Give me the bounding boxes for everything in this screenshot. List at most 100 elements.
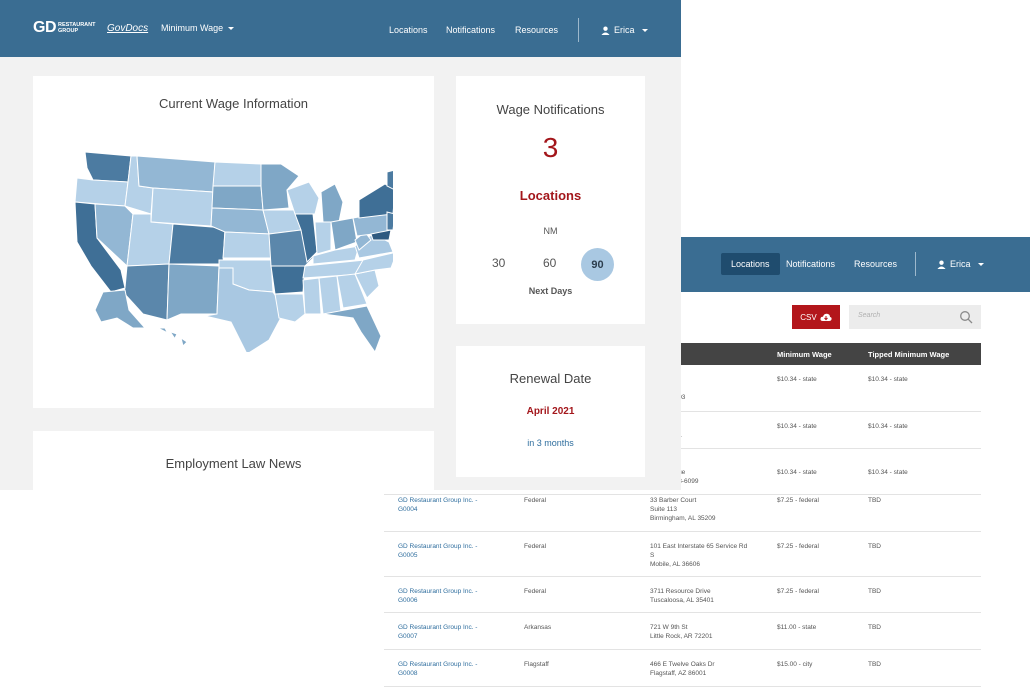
state-mi xyxy=(320,183,344,223)
cell-tipped: $10.34 - state xyxy=(868,376,908,383)
next-days-label: Next Days xyxy=(528,286,573,296)
location-name-link[interactable]: GD Restaurant Group Inc. - xyxy=(398,497,478,504)
cell-min-wage: $10.34 - state xyxy=(777,376,817,383)
logo-line-2: GROUP xyxy=(58,28,79,34)
nav-resources-link[interactable]: Resources xyxy=(515,25,559,35)
logo-wordmark: RESTAURANT GROUP xyxy=(58,22,95,34)
nav-resources-link[interactable]: Resources xyxy=(854,259,898,269)
user-icon xyxy=(937,260,946,269)
state-fl xyxy=(322,305,382,352)
search-placeholder: Search xyxy=(858,312,881,319)
location-name-link[interactable]: G0008 xyxy=(398,670,418,677)
header-minimum-wage: Minimum Wage xyxy=(777,350,832,359)
cell-jurisdiction: Federal xyxy=(524,588,547,595)
state-ny xyxy=(358,183,393,219)
location-name-link[interactable]: GD Restaurant Group Inc. - xyxy=(398,624,478,631)
cell-tipped: TBD xyxy=(868,543,881,550)
cell-addr1: 466 E Twelve Oaks Dr xyxy=(650,661,715,668)
cell-addr3: Birmingham, AL 35209 xyxy=(650,515,716,522)
cell-addr2: S xyxy=(650,552,655,559)
govdocs-link[interactable]: GovDocs xyxy=(107,23,149,34)
state-mn xyxy=(260,163,300,211)
state-tx xyxy=(204,267,286,352)
state-vt xyxy=(386,169,393,190)
cell-tipped: TBD xyxy=(868,661,881,668)
employment-law-news-title: Employment Law News xyxy=(165,456,302,471)
cell-addr1: 101 East Interstate 65 Service Rd xyxy=(650,543,748,550)
location-name-link[interactable]: G0004 xyxy=(398,506,418,513)
chevron-down-icon xyxy=(228,26,235,30)
state-nj xyxy=(386,211,393,231)
state-md xyxy=(370,229,392,241)
cell-jurisdiction: Flagstaff xyxy=(524,661,549,668)
wage-notifications-card: Wage Notifications 3 Locations NM 30 60 … xyxy=(456,76,645,324)
cell-min-wage: $10.34 - state xyxy=(777,423,817,430)
company-logo[interactable]: GD RESTAURANT GROUP xyxy=(33,19,95,37)
notification-count[interactable]: 3 xyxy=(542,132,559,163)
wage-info-card: Current Wage Information xyxy=(33,76,434,408)
us-wage-map[interactable] xyxy=(73,142,393,352)
cell-tipped: TBD xyxy=(868,624,881,631)
user-icon xyxy=(601,26,610,35)
nav-notifications-link[interactable]: Notifications xyxy=(446,25,496,35)
location-name-link[interactable]: G0005 xyxy=(398,552,418,559)
state-hi xyxy=(159,327,188,347)
days-option-30[interactable]: 30 xyxy=(492,256,506,270)
cell-addr2: Flagstaff, AZ 86001 xyxy=(650,670,707,677)
csv-label: CSV xyxy=(800,312,817,322)
user-menu[interactable]: Erica xyxy=(937,259,984,269)
table-row: GD Restaurant Group Inc. - G0005 Federal 10… xyxy=(384,532,981,577)
location-name-link[interactable]: GD Restaurant Group Inc. - xyxy=(398,543,478,550)
state-il xyxy=(294,213,318,264)
cell-jurisdiction: Federal xyxy=(524,497,547,504)
minimum-wage-dropdown[interactable]: Minimum Wage xyxy=(161,23,235,33)
state-or xyxy=(74,177,129,207)
nav-divider xyxy=(915,252,916,276)
renewal-date-card: Renewal Date April 2021 in 3 months xyxy=(456,346,645,477)
cell-jurisdiction: Arkansas xyxy=(524,624,552,631)
location-name-link[interactable]: G0006 xyxy=(398,597,418,604)
table-row: GD Restaurant Group Inc. - G0008 Flagstaff… xyxy=(384,650,981,687)
cell-tipped: TBD xyxy=(868,588,881,595)
location-name-link[interactable]: GD Restaurant Group Inc. - xyxy=(398,661,478,668)
nav-notifications-link[interactable]: Notifications xyxy=(786,259,836,269)
dashboard-window: GD RESTAURANT GROUP GovDocs Minimum Wage … xyxy=(0,0,681,490)
state-mt xyxy=(136,155,216,193)
user-menu[interactable]: Erica xyxy=(601,25,648,35)
state-in xyxy=(314,221,332,255)
state-ak xyxy=(94,289,147,329)
cell-addr1: 721 W 9th St xyxy=(650,624,688,631)
cell-min-wage: $7.25 - federal xyxy=(777,543,819,550)
state-ne xyxy=(210,207,270,235)
cell-addr2: Suite 113 xyxy=(650,506,677,513)
cell-addr3: Mobile, AL 36606 xyxy=(650,561,700,568)
table-row: GD Restaurant Group Inc. - G0004 Federal 33… xyxy=(384,486,981,532)
cloud-download-icon xyxy=(820,313,832,321)
chevron-down-icon xyxy=(977,262,984,266)
search-input[interactable]: Search xyxy=(849,305,981,329)
nav-locations-link[interactable]: Locations xyxy=(389,25,428,35)
state-co xyxy=(168,223,226,265)
state-nc xyxy=(354,252,393,275)
cell-addr1: 3711 Resource Drive xyxy=(650,588,711,595)
state-ms xyxy=(302,277,322,315)
cell-min-wage: $7.25 - federal xyxy=(777,588,819,595)
location-name-link[interactable]: G0007 xyxy=(398,633,418,640)
state-mo xyxy=(268,229,314,267)
state-wa xyxy=(84,151,132,183)
location-name-link[interactable]: GD Restaurant Group Inc. - xyxy=(398,588,478,595)
state-ks xyxy=(222,231,272,259)
renewal-relative: in 3 months xyxy=(527,438,574,448)
cell-min-wage: $7.25 - federal xyxy=(777,497,819,504)
search-icon xyxy=(960,311,973,324)
chevron-down-icon xyxy=(641,28,648,32)
locations-label: Locations xyxy=(519,188,582,203)
csv-export-button[interactable]: CSV xyxy=(792,305,840,329)
cell-tipped: $10.34 - state xyxy=(868,423,908,430)
locations-window: Locations Notifications Resources Erica … xyxy=(349,237,1030,687)
table-row: GD Restaurant Group Inc. - G0007 Arkansas 7… xyxy=(384,613,981,650)
days-option-60[interactable]: 60 xyxy=(543,256,557,270)
nav-locations-link[interactable]: Locations xyxy=(721,253,780,275)
days-option-90-selected[interactable]: 90 xyxy=(581,248,614,281)
employment-law-news-card: Employment Law News xyxy=(33,431,434,490)
